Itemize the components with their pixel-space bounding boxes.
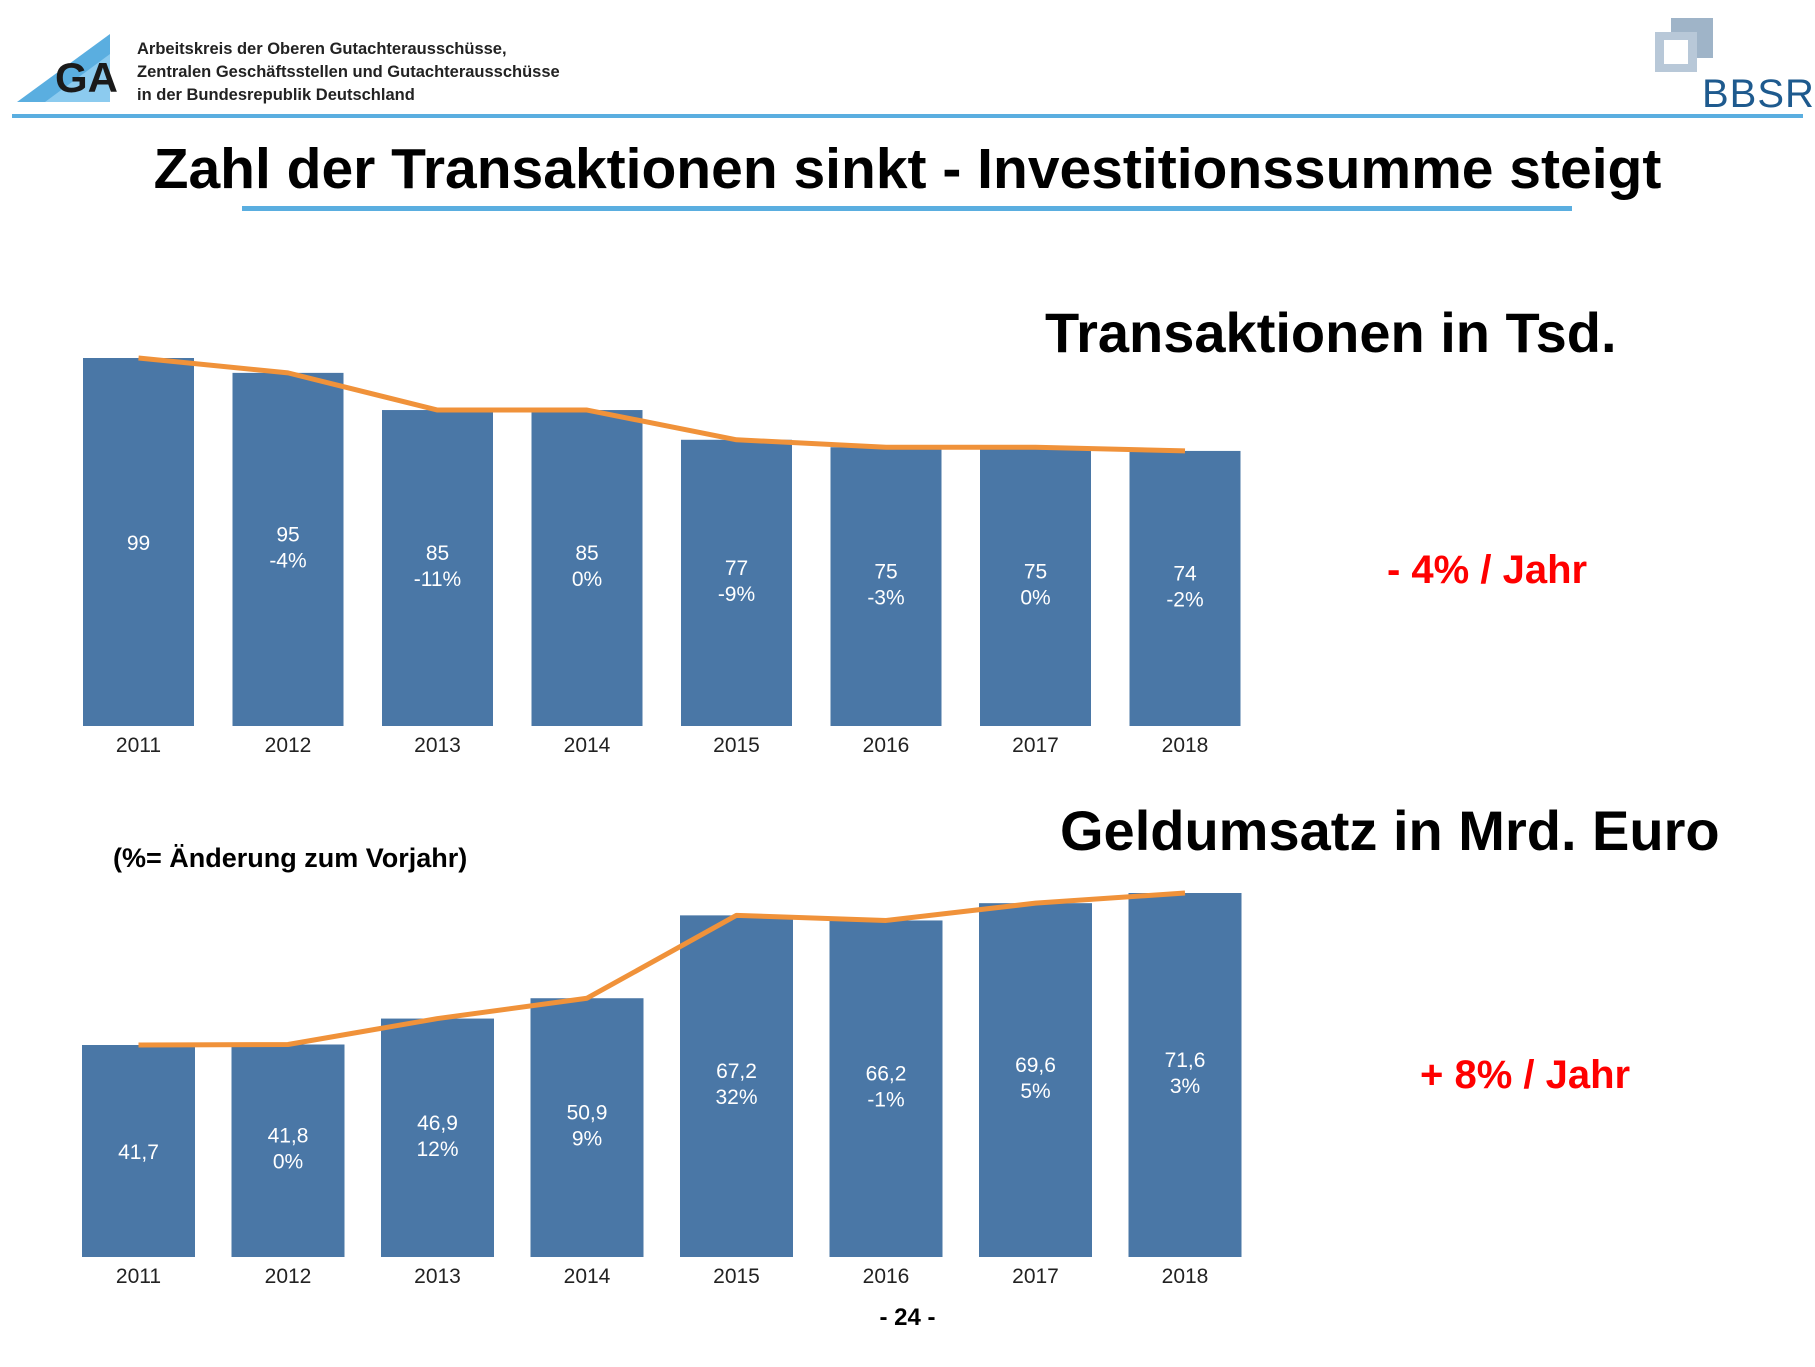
bar-2014 [531,410,643,726]
bbsr-logo-mark [1655,18,1713,72]
bar-value-label: 75 [1024,561,1047,584]
bar-change-label: -3% [867,587,904,610]
x-tick-label: 2018 [1162,734,1209,757]
bar-value-label: 85 [426,542,449,565]
page-title: Zahl der Transaktionen sinkt - Investiti… [153,137,1662,201]
header-org-line: in der Bundesrepublik Deutschland [137,86,415,104]
bar-change-label: -4% [269,549,306,572]
x-tick-label: 2015 [713,734,760,757]
x-tick-label: 2011 [116,734,161,757]
bar-change-label: 0% [1020,587,1050,610]
bar-2018 [1129,450,1241,726]
ga-logo: GA [17,34,118,102]
bar-value-label: 85 [575,542,598,565]
bar-2012 [232,372,344,726]
ga-logo-letters: GA [55,54,118,101]
header-organization: Arbeitskreis der Oberen Gutachterausschü… [137,38,737,107]
x-tick-label: 2014 [564,734,611,757]
x-tick-label: 2012 [265,734,312,757]
page-number: - 24 - [879,1304,936,1331]
bar-value-label: 99 [127,532,150,555]
chart-title-transactions: Transaktionen in Tsd. [1045,301,1617,364]
title-underline [242,206,1572,211]
bar-2013 [382,410,493,726]
trend-annotation-turnover: + 8% / Jahr [1420,1053,1631,1097]
bar-2017 [980,447,1091,726]
bar-change-label: -2% [1166,588,1203,611]
bar-value-label: 74 [1173,562,1197,585]
bar-2016 [830,447,942,726]
header-divider [12,114,1803,118]
bar-2011 [83,358,194,726]
bar-2015 [681,439,792,726]
x-tick-label: 2013 [414,734,461,757]
header-org-line: Arbeitskreis der Oberen Gutachterausschü… [137,40,507,58]
x-tick-label: 2016 [863,734,910,757]
bar-change-label: -9% [718,583,755,606]
trend-line [138,355,1186,454]
trend-annotation-transactions: - 4% / Jahr [1387,548,1588,592]
x-tick-label: 2017 [1012,734,1059,757]
percent-change-note: (%= Änderung zum Vorjahr) [113,843,468,873]
bar-value-label: 75 [874,561,897,584]
chart-title-turnover: Geldumsatz in Mrd. Euro [1060,799,1720,862]
header-org-line: Zentralen Geschäftsstellen und Gutachter… [137,63,560,81]
bar-value-label: 77 [725,557,748,580]
bar-value-label: 95 [276,523,299,546]
bar-change-label: 0% [572,568,602,591]
bar-change-label: -11% [414,568,461,591]
bbsr-logo-text: BBSR [1702,72,1815,116]
